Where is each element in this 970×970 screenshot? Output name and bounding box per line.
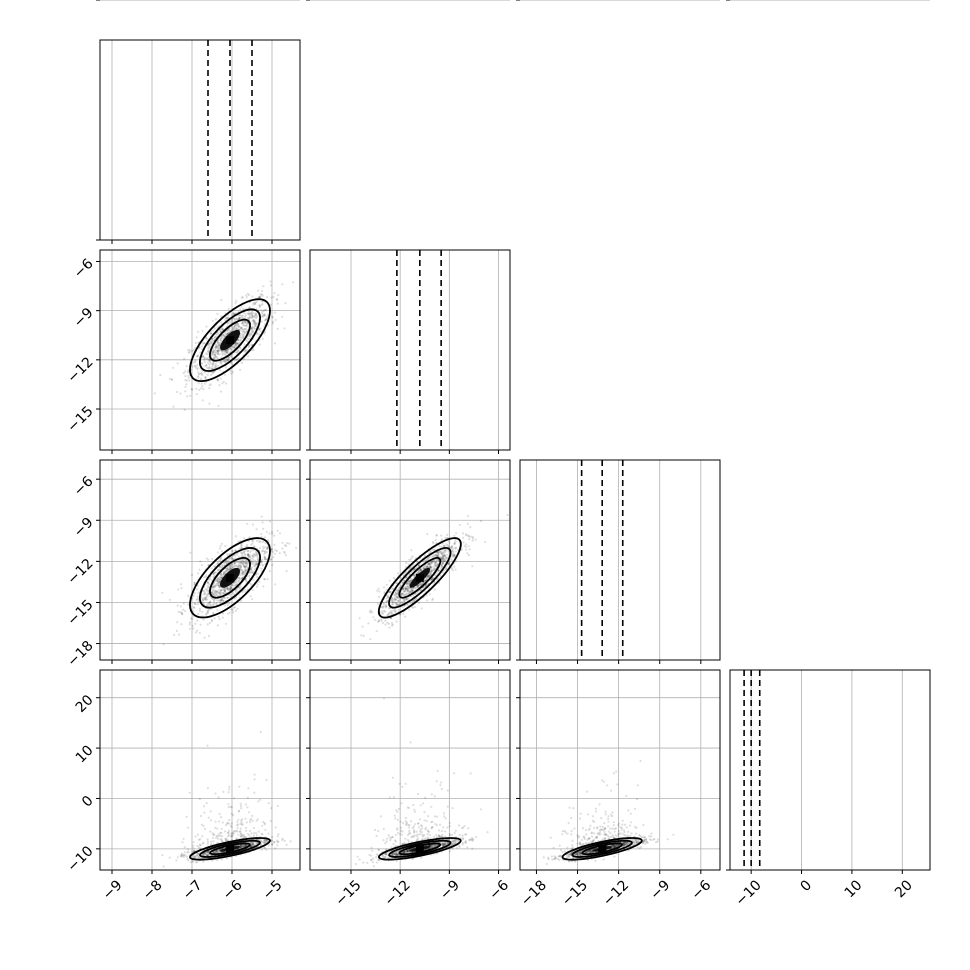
- y-tick-label: −18: [64, 638, 96, 670]
- pair-plot-area: [354, 697, 489, 868]
- y-tick-label: 10: [73, 742, 97, 766]
- pair-plot-area: [542, 759, 675, 866]
- density-peak: [415, 573, 424, 582]
- panel-frame: [729, 669, 931, 871]
- panel-frame: [99, 249, 301, 451]
- panel-frame: [519, 459, 721, 661]
- hist-panel-2: [516, 0, 721, 664]
- density-peak: [598, 844, 607, 853]
- y-tick-label: −6: [71, 256, 97, 282]
- density-peak: [226, 844, 234, 853]
- y-tick-label: −15: [64, 597, 96, 629]
- x-tick-label: −9: [100, 877, 126, 903]
- y-tick-label: 20: [73, 692, 97, 716]
- y-tick-label: −15: [64, 403, 96, 435]
- x-tick-label: −18: [518, 877, 550, 909]
- x-tick-label: −6: [486, 877, 512, 903]
- contour-level: [398, 557, 442, 599]
- pair-plot-area: [161, 731, 292, 868]
- y-tick-label: −12: [64, 556, 96, 588]
- contour-level: [189, 298, 271, 383]
- contour-level: [377, 837, 462, 861]
- density-peak: [415, 844, 424, 853]
- pair-panel-3-2: [516, 669, 721, 874]
- pair-panel-3-0: [96, 669, 301, 874]
- contour-level: [199, 839, 261, 858]
- contour-level: [561, 837, 643, 861]
- contour-level: [199, 308, 261, 372]
- hist-panel-3: [726, 0, 931, 874]
- contour-level: [388, 839, 452, 858]
- x-tick-label: 10: [842, 877, 866, 901]
- x-tick-label: −9: [437, 877, 463, 903]
- y-tick-label: −6: [71, 473, 97, 499]
- contour-level: [388, 547, 452, 609]
- hist-panel-0: [96, 0, 301, 244]
- density-peak: [226, 336, 234, 345]
- scatter-points: [542, 759, 675, 866]
- x-tick-label: −6: [689, 877, 715, 903]
- contour-level: [571, 839, 633, 858]
- x-tick-label: −10: [733, 877, 765, 909]
- scatter-points: [358, 513, 509, 641]
- contour-level: [377, 537, 462, 619]
- density-peak: [226, 573, 234, 582]
- x-tick-label: −15: [332, 877, 364, 909]
- panel-frame: [519, 669, 721, 871]
- panel-frame: [99, 39, 301, 241]
- x-tick-label: 0: [798, 877, 816, 895]
- y-tick-label: −12: [64, 354, 96, 386]
- hist-panel-1: [306, 0, 511, 454]
- x-tick-label: −8: [140, 877, 166, 903]
- contour-level: [199, 547, 261, 609]
- pair-panel-1-0: [96, 249, 301, 454]
- contour-level: [189, 837, 271, 861]
- panel-frame: [309, 249, 511, 451]
- x-tick-label: −12: [382, 877, 414, 909]
- pair-plot-area: [161, 515, 298, 646]
- x-tick-label: −15: [559, 877, 591, 909]
- x-tick-label: −9: [647, 877, 673, 903]
- x-tick-label: −6: [220, 877, 246, 903]
- pair-plot-area: [358, 513, 509, 641]
- pair-panel-3-1: [306, 669, 511, 874]
- y-tick-label: −10: [64, 843, 96, 875]
- panel-frame: [309, 669, 511, 871]
- pair-panel-2-1: [306, 459, 511, 664]
- panel-frame: [309, 459, 511, 661]
- pair-plot-area: [153, 280, 295, 411]
- contour-level: [209, 557, 251, 599]
- y-tick-label: −9: [71, 305, 97, 331]
- panel-frame: [99, 669, 301, 871]
- y-tick-label: 0: [79, 793, 97, 811]
- panel-frame: [99, 459, 301, 661]
- y-tick-label: −9: [71, 515, 97, 541]
- contour-level: [189, 537, 271, 619]
- pair-panel-2-0: [96, 459, 301, 664]
- x-tick-label: −7: [180, 877, 206, 903]
- x-tick-label: −12: [600, 877, 632, 909]
- contour-level: [209, 318, 251, 362]
- x-tick-label: −5: [260, 877, 286, 903]
- x-tick-label: 20: [892, 877, 916, 901]
